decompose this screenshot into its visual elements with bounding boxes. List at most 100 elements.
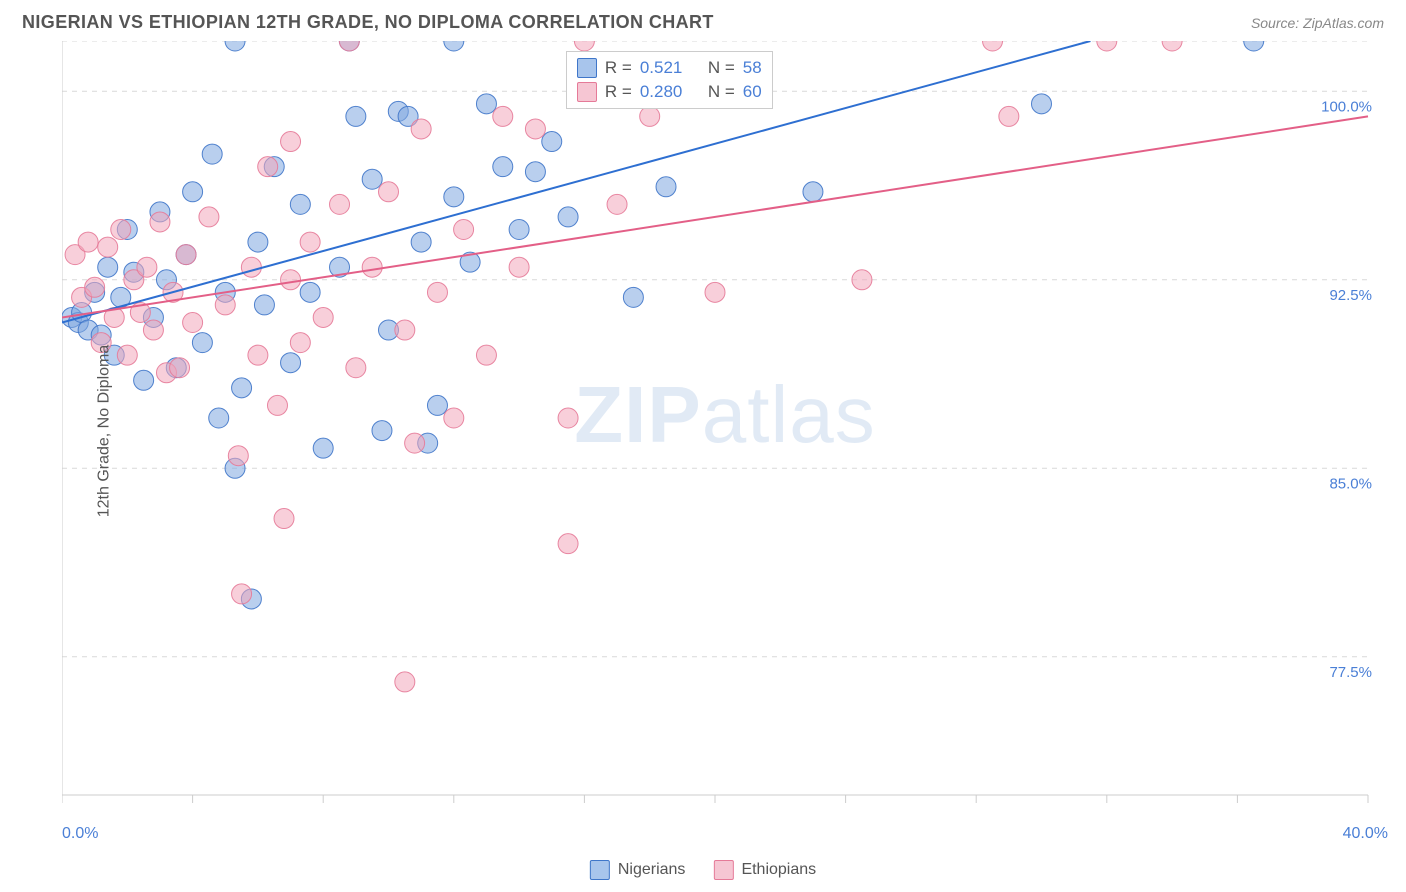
data-point [254,295,274,315]
data-point [558,408,578,428]
legend-row-ethiopians: R = 0.280 N = 60 [577,80,762,104]
swatch-ethiopians-icon [577,82,597,102]
y-axis-label: 12th Grade, No Diploma [95,345,113,518]
data-point [1032,94,1052,114]
data-point [983,41,1003,51]
data-point [258,157,278,177]
data-point [411,119,431,139]
data-point [330,194,350,214]
source-label: Source: ZipAtlas.com [1251,15,1384,31]
data-point [202,144,222,164]
data-point [176,245,196,265]
data-point [290,194,310,214]
data-point [346,358,366,378]
data-point [215,295,235,315]
data-point [170,358,190,378]
legend-item-ethiopians: Ethiopians [713,860,816,880]
data-point [542,132,562,152]
data-point [574,41,594,51]
data-point [623,287,643,307]
data-point [232,584,252,604]
data-point [476,94,496,114]
data-point [85,277,105,297]
y-tick-label: 85.0% [1329,475,1372,492]
data-point [509,257,529,277]
data-point [372,421,392,441]
data-point [705,282,725,302]
data-point [395,320,415,340]
data-point [444,408,464,428]
data-point [405,433,425,453]
page-title: NIGERIAN VS ETHIOPIAN 12TH GRADE, NO DIP… [22,12,714,33]
scatter-chart: 77.5% 85.0% 92.5% 100.0% [62,41,1388,821]
data-point [134,370,154,390]
swatch-ethiopians-icon [713,860,733,880]
data-point [558,534,578,554]
data-point [346,106,366,126]
data-point [111,220,131,240]
data-point [476,345,496,365]
data-point [143,320,163,340]
data-point [281,353,301,373]
data-point [852,270,872,290]
x-axis-max-label: 40.0% [1343,825,1388,843]
data-point [1162,41,1182,51]
y-tick-label: 100.0% [1321,98,1372,115]
data-point [281,270,301,290]
data-point [395,672,415,692]
swatch-nigerians-icon [577,58,597,78]
data-point [444,41,464,51]
data-point [199,207,219,227]
data-point [313,438,333,458]
data-point [228,446,248,466]
legend-item-nigerians: Nigerians [590,860,686,880]
data-point [78,232,98,252]
data-point [525,162,545,182]
data-point [362,257,382,277]
data-point [558,207,578,227]
data-point [267,395,287,415]
y-tick-label: 77.5% [1329,664,1372,681]
legend-label: Nigerians [618,861,686,879]
data-point [117,345,137,365]
legend-row-nigerians: R = 0.521 N = 58 [577,56,762,80]
data-point [1244,41,1264,51]
data-point [493,157,513,177]
data-point [150,212,170,232]
data-point [183,312,203,332]
data-point [209,408,229,428]
data-point [290,333,310,353]
data-point [274,509,294,529]
swatch-nigerians-icon [590,860,610,880]
data-point [379,182,399,202]
correlation-legend: R = 0.521 N = 58 R = 0.280 N = 60 [566,51,773,109]
data-point [98,257,118,277]
data-point [225,41,245,51]
data-point [300,232,320,252]
data-point [493,106,513,126]
data-point [444,187,464,207]
y-tick-label: 92.5% [1329,287,1372,304]
data-point [525,119,545,139]
data-point [281,132,301,152]
data-point [640,106,660,126]
data-point [656,177,676,197]
data-point [803,182,823,202]
data-point [248,232,268,252]
data-point [339,41,359,51]
data-point [427,395,447,415]
data-point [232,378,252,398]
data-point [192,333,212,353]
data-point [313,307,333,327]
data-point [241,257,261,277]
data-point [1097,41,1117,51]
data-point [411,232,431,252]
data-point [999,106,1019,126]
data-point [248,345,268,365]
data-point [607,194,627,214]
series-legend: Nigerians Ethiopians [590,860,816,880]
data-point [454,220,474,240]
data-point [137,257,157,277]
data-point [98,237,118,257]
x-axis-min-label: 0.0% [62,825,98,843]
